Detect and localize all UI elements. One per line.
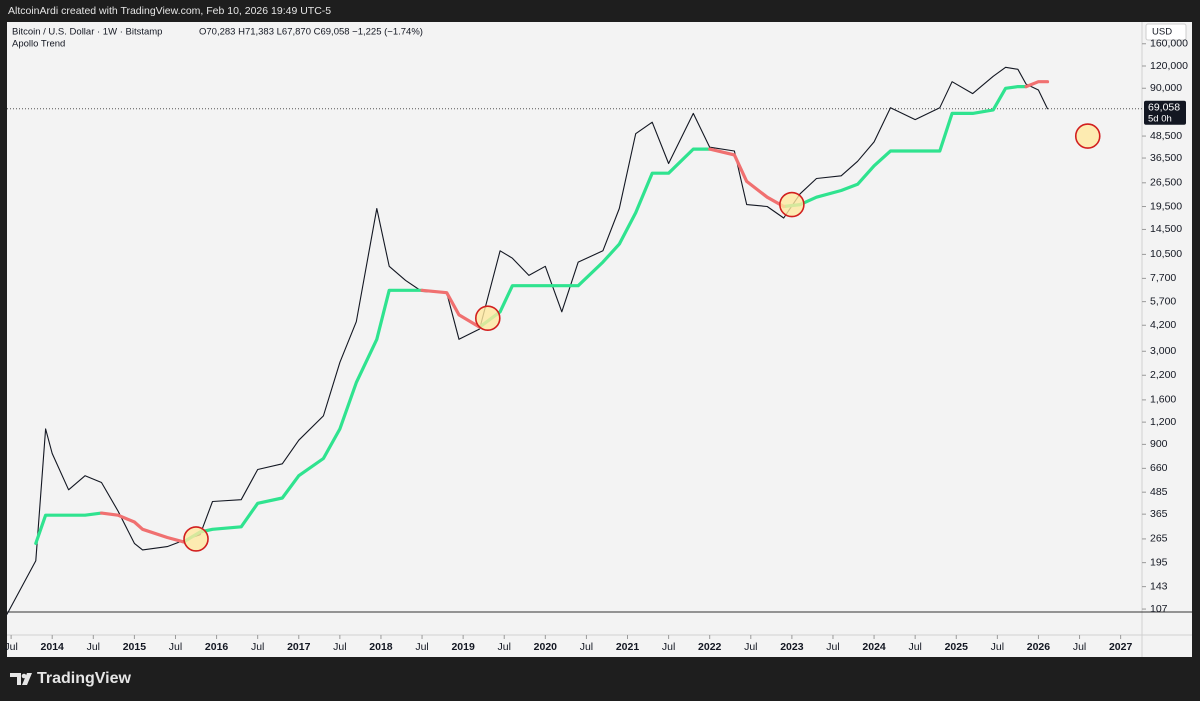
y-tick-label: 4,200 [1150, 319, 1176, 331]
y-tick-label: 7,700 [1150, 272, 1176, 284]
last-price-label: 69,058 [1148, 102, 1180, 114]
x-tick-label: 2019 [451, 641, 475, 653]
credit: AltcoinArdi created with TradingView.com… [8, 5, 331, 17]
x-tick-label: Jul [580, 641, 593, 653]
signal [1074, 123, 1101, 149]
x-tick-label: Jul [991, 641, 1004, 653]
y-tick-label: 160,000 [1150, 38, 1188, 50]
countdown: 5d 0h [1148, 113, 1172, 124]
x-tick-label: Jul [826, 641, 839, 653]
y-tick-label: 120,000 [1150, 60, 1188, 72]
x-tick-label: Jul [1073, 641, 1086, 653]
y-tick-label: 19,500 [1150, 200, 1182, 212]
x-tick-label: 2017 [287, 641, 311, 653]
y-tick-label: 36,500 [1150, 152, 1182, 164]
y-tick-label: 2,200 [1150, 369, 1176, 381]
currency: USD [1152, 27, 1172, 38]
y-tick-label: 90,000 [1150, 82, 1182, 94]
x-tick-label: Jul [4, 641, 17, 653]
x-tick-label: 2027 [1109, 641, 1133, 653]
x-tick-label: 2018 [369, 641, 393, 653]
y-tick-label: 365 [1150, 508, 1168, 520]
y-tick-label: 265 [1150, 533, 1168, 545]
x-tick-label: 2022 [698, 641, 722, 653]
x-tick-label: 2014 [41, 641, 65, 653]
x-tick-label: Jul [169, 641, 182, 653]
signal [474, 305, 501, 332]
plot [6, 66, 1142, 615]
y-tick-label: 1,600 [1150, 394, 1176, 406]
x-tick-label: 2025 [945, 641, 969, 653]
brand: TradingView [37, 670, 132, 687]
y-tick-label: 900 [1150, 438, 1168, 450]
x-tick-label: Jul [251, 641, 264, 653]
y-tick-label: 3,000 [1150, 345, 1176, 357]
x-tick-label: Jul [744, 641, 757, 653]
x-tick-label: 2026 [1027, 641, 1051, 653]
logo-dot [21, 673, 27, 679]
trend-line [34, 85, 1028, 545]
y-tick-label: 26,500 [1150, 177, 1182, 189]
y-tick-label: 14,500 [1150, 223, 1182, 235]
x-tick-label: Jul [662, 641, 675, 653]
x-tick-label: Jul [87, 641, 100, 653]
x-tick-label: Jul [333, 641, 346, 653]
y-tick-label: 5,700 [1150, 295, 1176, 307]
x-tick-label: 2015 [123, 641, 147, 653]
y-tick-label: 107 [1150, 603, 1168, 615]
y-tick-label: 660 [1150, 462, 1168, 474]
y-tick-label: 143 [1150, 580, 1168, 592]
x-tick-label: 2020 [534, 641, 558, 653]
y-tick-label: 195 [1150, 556, 1168, 568]
y-tick-label: 48,500 [1150, 130, 1182, 142]
x-tick-label: Jul [415, 641, 428, 653]
indicator-name: Apollo Trend [12, 39, 65, 50]
y-tick-label: 485 [1150, 486, 1168, 498]
chart-panel [7, 22, 1192, 657]
chart-title: Bitcoin / U.S. Dollar · 1W · Bitstamp [12, 27, 162, 38]
x-tick-label: 2021 [616, 641, 640, 653]
footer-logo: TradingView [10, 670, 132, 687]
signal [183, 526, 209, 552]
last-price-box [1144, 100, 1186, 125]
ohlc: O70,283 H71,383 L67,870 C69,058 −1,225 (… [199, 27, 423, 38]
x-tick-label: Jul [498, 641, 511, 653]
x-tick-label: 2023 [780, 641, 804, 653]
currency-box [1145, 23, 1187, 41]
logo-icon [10, 673, 32, 685]
x-tick-label: Jul [908, 641, 921, 653]
trend-line [99, 80, 1050, 544]
y-tick-label: 10,500 [1150, 248, 1182, 260]
signal [779, 191, 805, 218]
x-tick-label: 2016 [205, 641, 229, 653]
x-tick-label: 2024 [862, 641, 886, 653]
price-line [6, 66, 1049, 615]
y-tick-label: 1,200 [1150, 416, 1176, 428]
